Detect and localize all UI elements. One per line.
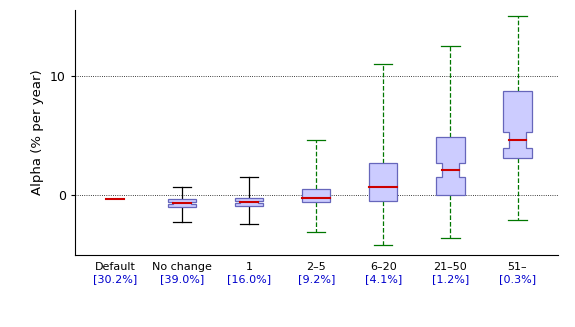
Text: [1.2%]: [1.2%] bbox=[432, 274, 469, 284]
Text: 21–50: 21–50 bbox=[434, 262, 467, 272]
Polygon shape bbox=[168, 199, 196, 207]
Text: [16.0%]: [16.0%] bbox=[227, 274, 271, 284]
Text: [30.2%]: [30.2%] bbox=[93, 274, 137, 284]
Text: [39.0%]: [39.0%] bbox=[160, 274, 204, 284]
Text: [0.3%]: [0.3%] bbox=[499, 274, 536, 284]
Text: No change: No change bbox=[152, 262, 212, 272]
Polygon shape bbox=[235, 198, 263, 206]
Text: 51–: 51– bbox=[508, 262, 527, 272]
Bar bbox=[302, 189, 331, 202]
Text: 2–5: 2–5 bbox=[306, 262, 326, 272]
Bar bbox=[369, 163, 397, 201]
Text: [4.1%]: [4.1%] bbox=[365, 274, 402, 284]
Polygon shape bbox=[436, 137, 465, 195]
Text: Default: Default bbox=[94, 262, 136, 272]
Text: 6–20: 6–20 bbox=[370, 262, 397, 272]
Polygon shape bbox=[504, 91, 532, 158]
Text: 1: 1 bbox=[246, 262, 252, 272]
Y-axis label: Alpha (% per year): Alpha (% per year) bbox=[31, 70, 44, 195]
Text: [9.2%]: [9.2%] bbox=[298, 274, 335, 284]
